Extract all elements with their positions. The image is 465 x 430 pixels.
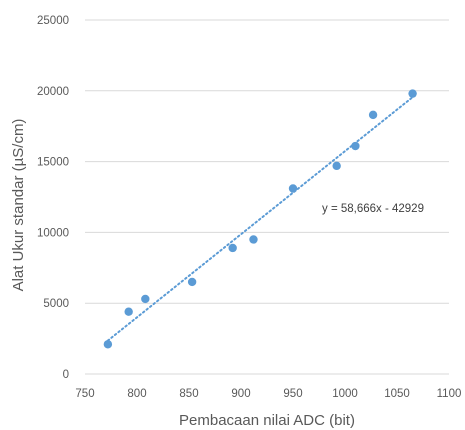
data-point <box>141 294 150 304</box>
x-tick-label: 800 <box>127 388 146 400</box>
x-tick-label: 850 <box>179 388 198 400</box>
data-point <box>408 89 417 98</box>
data-point <box>124 307 133 316</box>
x-tick-label: 1000 <box>332 388 358 400</box>
x-tick-label: 1100 <box>437 388 462 400</box>
x-tick-labels: 750 800 850 900 950 1000 1050 1100 <box>75 388 461 400</box>
y-tick-labels: 0 5000 10000 15000 20000 25000 <box>37 15 69 381</box>
y-axis-title: Alat Ukur standar (µS/cm) <box>10 119 27 292</box>
x-axis-title: Pembacaan nilai ADC (bit) <box>179 412 355 429</box>
data-point <box>228 243 237 253</box>
trendline <box>106 96 414 342</box>
x-tick-label: 950 <box>283 388 302 400</box>
y-tick-label: 0 <box>63 369 69 381</box>
data-point <box>103 340 113 349</box>
x-tick-label: 1050 <box>384 388 410 400</box>
data-point <box>332 161 341 171</box>
data-point <box>368 110 378 120</box>
y-tick-label: 15000 <box>37 157 69 169</box>
data-point <box>249 235 258 244</box>
data-points <box>103 89 417 349</box>
data-point <box>351 141 360 151</box>
y-tick-label: 25000 <box>37 15 69 27</box>
y-tick-label: 10000 <box>37 227 69 239</box>
y-tick-label: 20000 <box>37 86 69 98</box>
y-tick-label: 5000 <box>43 298 69 310</box>
data-point <box>187 277 197 287</box>
data-point <box>288 184 298 193</box>
trendline-equation-label: y = 58,666x - 42929 <box>322 203 424 215</box>
x-tick-label: 750 <box>75 388 94 400</box>
gridlines <box>85 19 449 304</box>
x-tick-label: 900 <box>231 388 250 400</box>
